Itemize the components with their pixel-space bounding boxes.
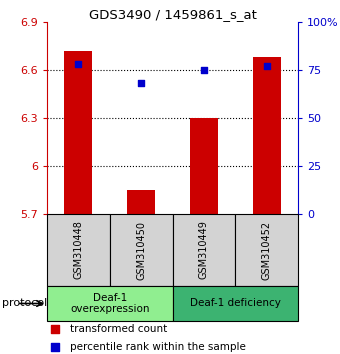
Point xyxy=(201,67,207,73)
Bar xyxy=(127,190,155,214)
Bar xyxy=(110,214,172,286)
Point xyxy=(52,344,57,350)
Text: transformed count: transformed count xyxy=(70,324,167,334)
Text: Deaf-1
overexpression: Deaf-1 overexpression xyxy=(70,293,150,314)
Bar xyxy=(253,57,281,214)
Point xyxy=(76,61,81,67)
Text: percentile rank within the sample: percentile rank within the sample xyxy=(70,342,245,352)
Point xyxy=(52,326,57,332)
Bar xyxy=(47,214,110,286)
Bar xyxy=(172,214,235,286)
Bar xyxy=(190,118,218,214)
Text: GSM310452: GSM310452 xyxy=(261,221,272,280)
Title: GDS3490 / 1459861_s_at: GDS3490 / 1459861_s_at xyxy=(88,8,256,21)
Bar xyxy=(47,286,172,321)
Bar xyxy=(235,214,298,286)
Text: Deaf-1 deficiency: Deaf-1 deficiency xyxy=(190,298,281,308)
Text: GSM310448: GSM310448 xyxy=(73,221,83,279)
Bar xyxy=(172,286,298,321)
Point xyxy=(138,81,144,86)
Point xyxy=(264,63,269,69)
Bar xyxy=(64,51,92,214)
Text: GSM310449: GSM310449 xyxy=(199,221,209,279)
Text: GSM310450: GSM310450 xyxy=(136,221,146,280)
Text: protocol: protocol xyxy=(2,298,47,308)
